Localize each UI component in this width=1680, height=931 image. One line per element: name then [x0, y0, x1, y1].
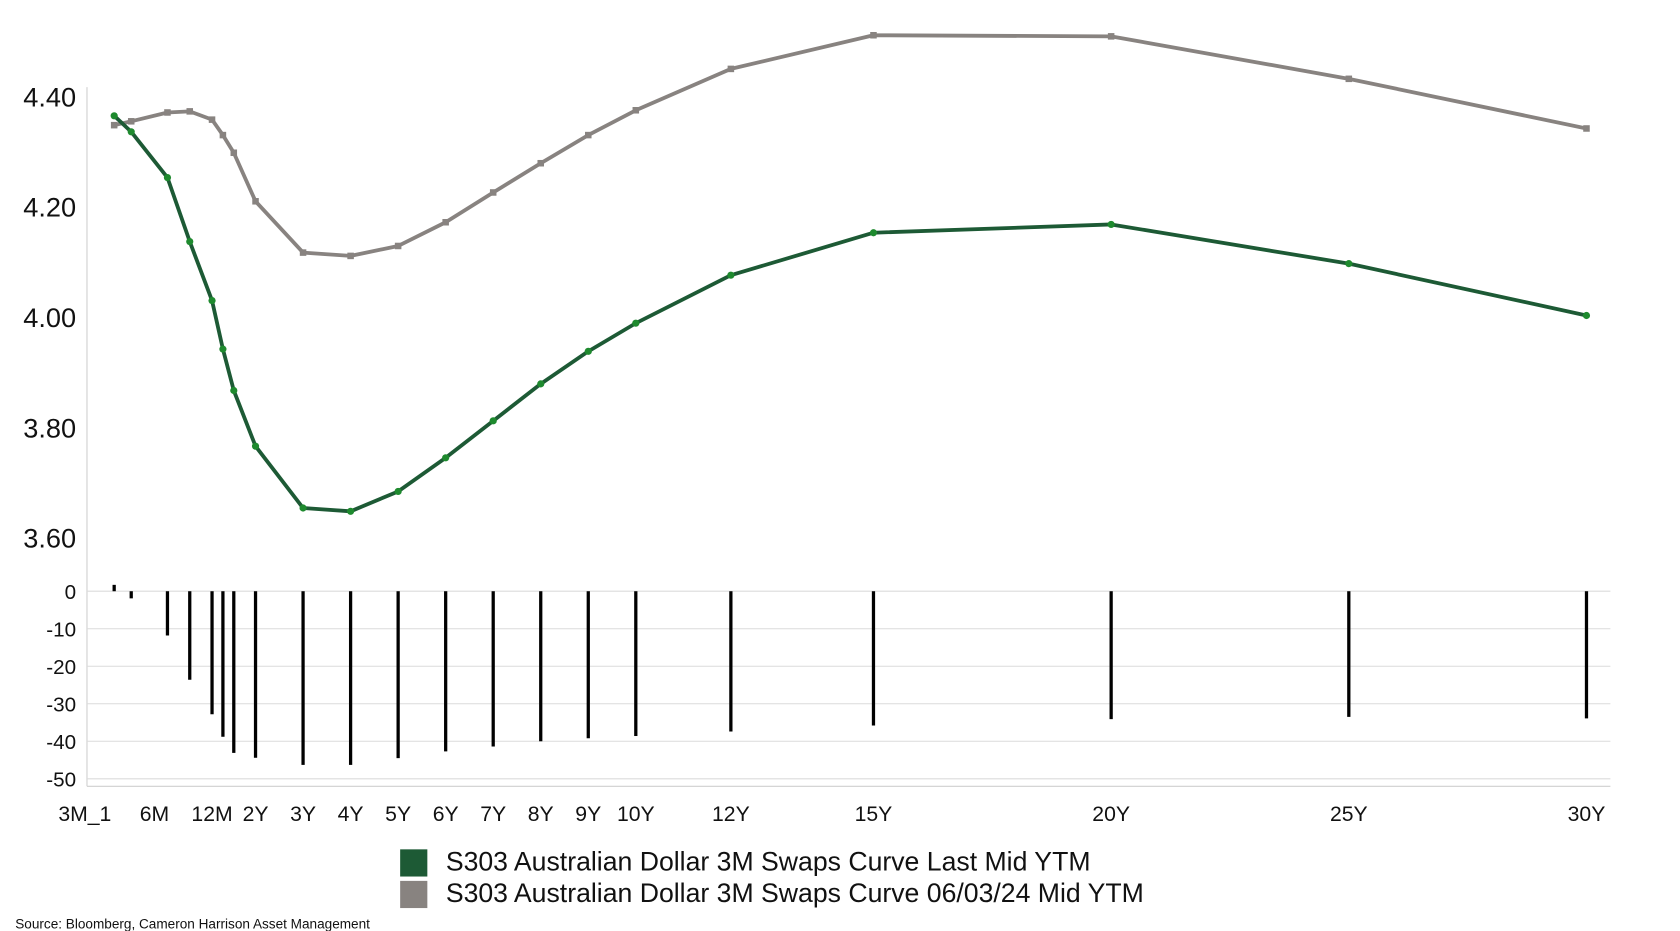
x-tick-label: 6M — [140, 803, 169, 826]
bar — [729, 591, 733, 732]
point-marker — [299, 504, 307, 512]
y-tick-label: 4.20 — [23, 192, 76, 223]
point-marker — [251, 442, 260, 450]
point-marker — [394, 242, 402, 250]
x-tick-label: 8Y — [528, 803, 554, 826]
x-tick-label: 3M_1 — [58, 803, 111, 826]
point-marker — [442, 218, 449, 226]
x-tick-label: 9Y — [575, 803, 601, 826]
bar — [112, 584, 116, 592]
point-marker — [299, 249, 307, 256]
y-tick-label: 3.80 — [23, 412, 76, 443]
bar — [165, 591, 170, 636]
point-marker — [869, 229, 878, 237]
bar — [210, 591, 214, 715]
x-tick-label: 3Y — [290, 803, 316, 826]
bar — [586, 591, 590, 739]
x-tick-label: 5Y — [385, 803, 411, 826]
point-marker — [584, 347, 592, 355]
point-marker — [208, 296, 216, 305]
bar — [301, 591, 305, 765]
bar — [1584, 591, 1589, 719]
x-tick-label: 10Y — [617, 803, 655, 826]
series-line — [112, 114, 1587, 514]
bar — [1109, 591, 1113, 720]
y-tick-label: 3.60 — [23, 523, 76, 554]
y-tick-label: -50 — [46, 768, 76, 791]
bar — [1347, 591, 1351, 717]
point-marker — [208, 116, 216, 123]
point-marker — [632, 319, 640, 327]
y-tick-label: 4.00 — [23, 302, 76, 333]
y-tick-label: -10 — [46, 618, 76, 641]
point-marker — [230, 386, 238, 395]
point-marker — [727, 65, 735, 73]
point-marker — [727, 271, 735, 279]
point-marker — [394, 487, 402, 496]
point-marker — [127, 128, 135, 136]
point-marker — [489, 417, 497, 425]
bar — [221, 591, 225, 737]
bar — [348, 591, 353, 765]
point-marker — [537, 380, 545, 388]
point-marker — [632, 107, 640, 114]
bar — [539, 591, 543, 742]
point-marker — [585, 131, 592, 139]
legend-label: S303 Australian Dollar 3M Swaps Curve 06… — [446, 878, 1144, 908]
point-marker — [230, 149, 238, 157]
x-tick-label: 2Y — [243, 803, 269, 826]
x-tick-label: 12Y — [712, 803, 750, 826]
point-marker — [1107, 33, 1115, 40]
bar — [188, 591, 192, 680]
point-marker — [110, 112, 118, 120]
bar — [396, 591, 400, 759]
point-marker — [1345, 260, 1353, 268]
point-marker — [252, 198, 259, 205]
point-marker — [489, 189, 497, 196]
bar — [253, 591, 258, 758]
series-line — [113, 33, 1587, 258]
legend-label: S303 Australian Dollar 3M Swaps Curve La… — [446, 847, 1091, 877]
y-tick-label: -20 — [46, 656, 76, 679]
bar — [129, 591, 133, 599]
point-marker — [110, 121, 118, 129]
point-marker — [163, 173, 172, 182]
point-marker — [347, 507, 355, 515]
point-marker — [164, 109, 171, 116]
point-marker — [127, 118, 135, 125]
point-marker — [219, 345, 227, 353]
x-tick-label: 12M — [191, 803, 232, 826]
point-marker — [347, 252, 354, 260]
legend-swatch — [400, 849, 428, 877]
x-tick-label: 25Y — [1330, 803, 1368, 826]
x-tick-label: 20Y — [1092, 803, 1130, 826]
point-marker — [870, 31, 877, 39]
y-tick-label: -30 — [46, 693, 76, 716]
point-marker — [537, 159, 544, 167]
x-tick-label: 30Y — [1568, 803, 1606, 826]
x-tick-label: 4Y — [338, 803, 364, 826]
y-tick-label: 4.40 — [23, 81, 76, 112]
point-marker — [186, 108, 194, 115]
point-marker — [1582, 311, 1591, 320]
point-marker — [186, 237, 194, 246]
y-tick-label: -40 — [46, 731, 76, 754]
x-tick-label: 7Y — [480, 803, 506, 826]
bar — [634, 591, 638, 737]
x-tick-label: 15Y — [855, 803, 893, 826]
x-tick-label: 6Y — [433, 803, 459, 826]
point-marker — [442, 454, 450, 462]
point-marker — [1107, 220, 1115, 229]
source-note: Source: Bloomberg, Cameron Harrison Asse… — [15, 917, 370, 931]
bar — [232, 591, 236, 753]
bar — [444, 591, 448, 752]
point-marker — [1583, 125, 1590, 132]
point-marker — [219, 131, 227, 139]
y-tick-label: 0 — [65, 581, 77, 604]
legend-swatch — [400, 880, 428, 909]
point-marker — [1345, 75, 1353, 83]
bar — [491, 591, 495, 747]
bar — [871, 591, 876, 726]
